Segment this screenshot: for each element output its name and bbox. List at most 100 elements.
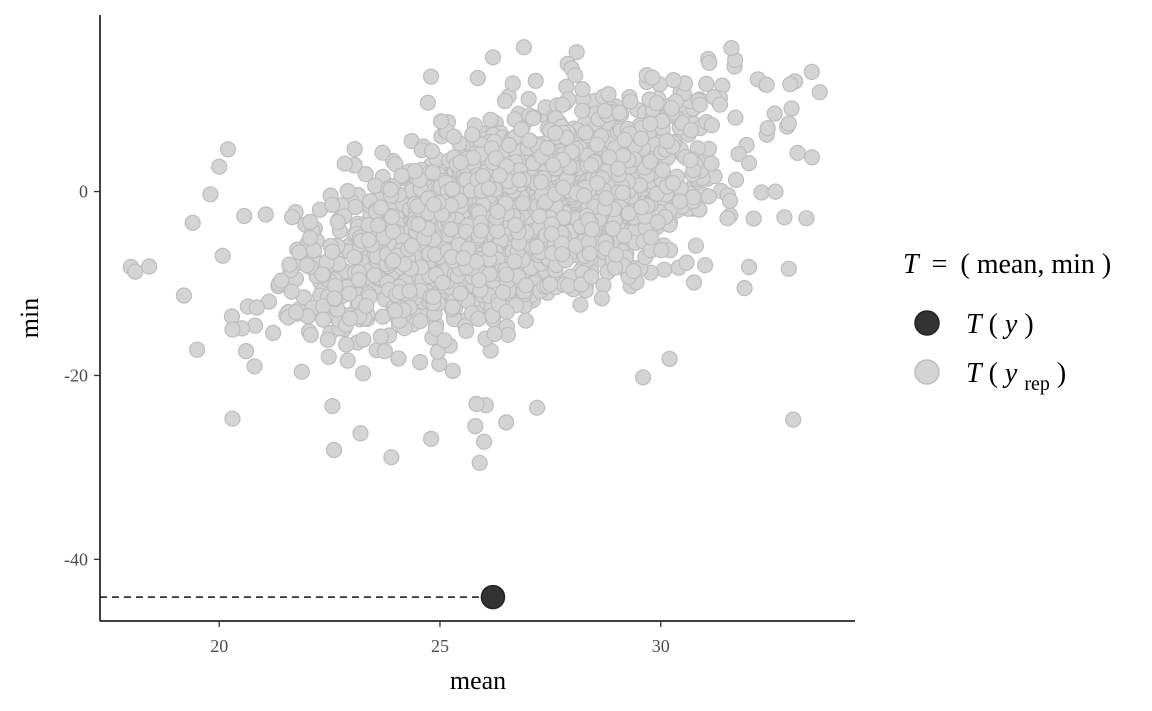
replicated-point [480,180,497,197]
replicated-point [494,284,512,301]
replicated-point [727,109,744,126]
replicated-point [284,209,301,226]
replicated-point [596,102,614,120]
legend-observed-close: ) [1024,309,1033,340]
replicated-point [633,130,650,147]
replicated-point [803,63,820,81]
replicated-point [574,81,591,98]
replicated-point [581,245,598,262]
replicated-point [302,213,319,230]
replicated-point [711,96,729,113]
replicated-point [589,136,606,153]
replicated-point [419,94,436,111]
replicated-point [719,210,736,227]
y-axis-title: min [15,298,44,338]
legend-title-open: ( [960,249,969,280]
replicated-point [682,152,699,169]
replicated-point [767,183,784,200]
legend-title: T = ( mean, min ) [903,249,1111,280]
replicated-point [511,171,528,189]
replicated-point [517,312,534,329]
replicated-point [698,75,715,93]
legend-replicated-func: T [966,358,984,389]
replicated-point [520,90,537,108]
replicated-point [539,139,556,157]
replicated-point [721,192,739,209]
replicated-point [527,72,544,90]
replicated-point [352,425,369,442]
replicated-point [642,115,659,133]
replicated-point [736,280,753,297]
replicated-point [324,196,341,213]
replicated-point [656,261,673,278]
replicated-point [444,362,461,379]
replicated-point [224,410,241,427]
replicated-point [664,175,682,192]
legend-replicated-close: ) [1057,358,1066,389]
x-tick-label: 30 [652,636,670,656]
replicated-point [403,237,420,254]
legend-title-equals: = [932,249,948,280]
replicated-point [367,177,384,194]
replicated-point [506,253,523,270]
replicated-point [803,149,821,166]
replicated-point [542,276,559,293]
replicated-point [442,221,459,238]
replicated-point [360,231,377,248]
replicated-point [383,209,400,226]
replicated-point [314,266,331,283]
replicated-point [372,328,389,345]
replicated-point [789,144,806,161]
x-tick-label: 25 [431,636,449,656]
replicated-point [700,188,717,205]
legend-replicated-var: y [1002,358,1018,389]
replicated-point [298,257,315,274]
replicated-point [658,133,676,150]
replicated-point [425,288,442,306]
replicated-point [593,290,611,307]
replicated-point [319,331,336,348]
replicated-point [238,343,255,360]
replicated-point [811,84,828,101]
replicated-point [283,283,300,300]
x-axis-ticks: 20 25 30 [210,621,670,656]
replicated-point [471,272,488,289]
replicated-point [452,285,469,302]
replicated-point [434,274,451,291]
replicated-point [455,250,472,267]
replicated-point [543,225,560,242]
replicated-point [358,297,375,314]
replicated-point [583,157,600,174]
replicated-point [740,258,758,276]
replicated-point [554,96,571,113]
replicated-point [141,258,158,275]
replicated-point [458,322,475,339]
replicated-point [346,141,363,158]
replicated-point [383,449,400,466]
replicated-point [265,324,282,341]
replicated-point [622,93,639,110]
replicated-point [236,207,253,225]
replicated-point [665,71,682,89]
replicated-point [487,150,504,167]
replicated-point [355,331,372,348]
replicated-point [785,411,802,428]
replicated-point [633,199,650,216]
replicated-point [567,237,584,254]
replicated-point [470,310,487,327]
replicated-point [703,117,721,134]
replicated-point [427,320,444,337]
replicated-point [513,121,530,138]
replicated-point [370,217,387,234]
replicated-point [468,395,485,412]
legend-label-observed: T ( y ) [966,309,1034,340]
replicated-point [517,277,535,294]
replicated-point [504,75,521,92]
replicated-point [634,369,652,386]
replicated-point [469,69,486,87]
y-tick-label: 0 [79,182,88,202]
replicated-point [514,195,531,212]
replicated-point [498,414,515,431]
replicated-point [247,317,264,334]
replicated-point [326,290,343,307]
